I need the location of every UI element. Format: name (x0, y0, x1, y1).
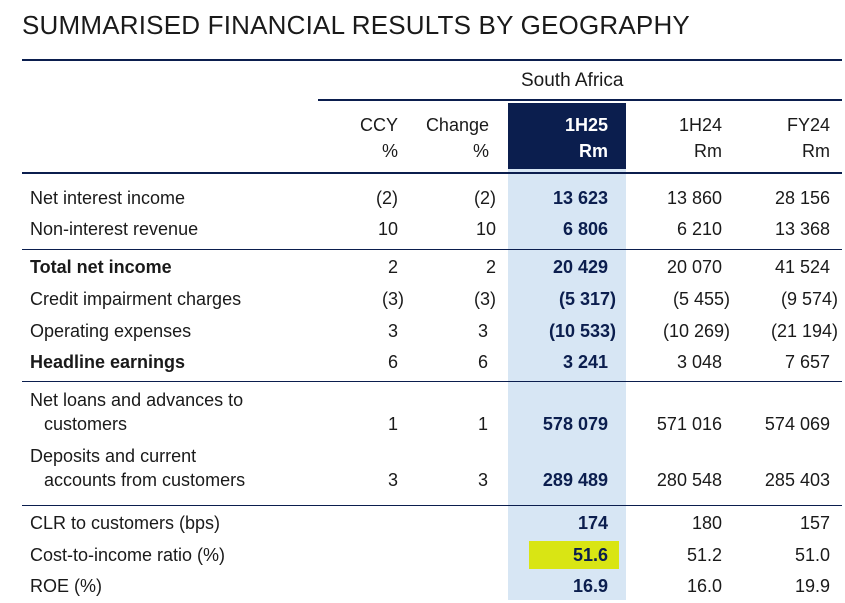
row-label: ROE (%) (30, 576, 102, 596)
cell-ccy: 3 (387, 470, 398, 490)
cell-change: (2) (474, 188, 496, 208)
cell-fy24: 19.9 (794, 576, 830, 596)
cell-1h25: 578 079 (542, 414, 608, 434)
cell-fy24: 157 (799, 513, 830, 533)
current-period-band (508, 103, 626, 600)
cell-1h24: 13 860 (666, 188, 722, 208)
header-rule (22, 172, 842, 174)
cell-1h25: 174 (577, 513, 608, 533)
cell-1h25: 20 429 (552, 257, 608, 277)
cell-change: (3) (474, 289, 496, 309)
cell-fy24: 7 657 (784, 352, 830, 372)
cell-1h25: (5 317) (558, 289, 616, 309)
row-label: Deposits and current (30, 446, 197, 466)
cell-fy24: 41 524 (774, 257, 830, 277)
cell-ccy: 3 (387, 321, 398, 341)
cell-change: 6 (477, 352, 488, 372)
highlight-marker (529, 541, 619, 569)
column-header-line1: CCY (359, 115, 398, 135)
cell-ccy: 1 (387, 414, 398, 434)
page-title: SUMMARISED FINANCIAL RESULTS BY GEOGRAPH… (22, 10, 690, 40)
cell-fy24: 28 156 (774, 188, 830, 208)
cell-change: 1 (477, 414, 488, 434)
current-period-header-box (508, 103, 626, 169)
cell-1h24: (5 455) (672, 289, 730, 309)
section-divider (22, 381, 842, 382)
region-label: South Africa (521, 70, 624, 91)
column-header-line1: 1H24 (678, 115, 722, 135)
column-header-line2: % (381, 141, 398, 161)
cell-1h25: 16.9 (572, 576, 608, 596)
cell-1h25: (10 533) (548, 321, 616, 341)
column-header-line1: Change (425, 115, 489, 135)
cell-fy24: (9 574) (780, 289, 838, 309)
section-divider (22, 249, 842, 250)
row-label-continued: customers (44, 414, 128, 434)
cell-1h24: 180 (691, 513, 722, 533)
title-rule (22, 59, 842, 61)
column-header-line1: 1H25 (564, 115, 608, 135)
cell-fy24: 574 069 (764, 414, 830, 434)
cell-1h24: 571 016 (656, 414, 722, 434)
region-rule (318, 99, 842, 101)
row-label: Credit impairment charges (30, 289, 242, 309)
cell-ccy: 10 (377, 219, 398, 239)
column-header-line2: Rm (578, 141, 608, 161)
cell-1h25: 3 241 (562, 352, 608, 372)
cell-ccy: (2) (376, 188, 398, 208)
cell-fy24: 285 403 (764, 470, 830, 490)
row-label: Operating expenses (30, 321, 192, 341)
cell-1h24: (10 269) (662, 321, 730, 341)
row-label: Cost-to-income ratio (%) (30, 545, 226, 565)
cell-1h24: 280 548 (656, 470, 722, 490)
cell-ccy: (3) (382, 289, 404, 309)
row-label: CLR to customers (bps) (30, 513, 221, 533)
cell-1h24: 20 070 (666, 257, 722, 277)
cell-1h25: 13 623 (552, 188, 608, 208)
cell-1h24: 51.2 (686, 545, 722, 565)
cell-fy24: (21 194) (770, 321, 838, 341)
column-header-line2: Rm (694, 141, 722, 161)
column-header-line2: Rm (802, 141, 830, 161)
cell-fy24: 13 368 (774, 219, 830, 239)
row-label: Net loans and advances to (30, 390, 244, 410)
cell-1h24: 6 210 (676, 219, 722, 239)
row-label-continued: accounts from customers (44, 470, 246, 490)
row-label: Non-interest revenue (30, 219, 199, 239)
cell-1h25: 51.6 (572, 545, 608, 565)
row-label: Total net income (30, 257, 172, 277)
cell-change: 3 (477, 470, 488, 490)
cell-change: 10 (475, 219, 496, 239)
cell-change: 3 (477, 321, 488, 341)
row-label: Net interest income (30, 188, 186, 208)
column-header-line2: % (472, 141, 489, 161)
cell-change: 2 (485, 257, 496, 277)
section-divider (22, 505, 842, 506)
cell-ccy: 6 (387, 352, 398, 372)
column-header-line1: FY24 (786, 115, 830, 135)
cell-fy24: 51.0 (794, 545, 830, 565)
cell-1h25: 6 806 (562, 219, 608, 239)
row-label: Headline earnings (30, 352, 186, 372)
cell-1h24: 3 048 (676, 352, 722, 372)
cell-1h25: 289 489 (542, 470, 608, 490)
cell-1h24: 16.0 (686, 576, 722, 596)
cell-ccy: 2 (387, 257, 398, 277)
